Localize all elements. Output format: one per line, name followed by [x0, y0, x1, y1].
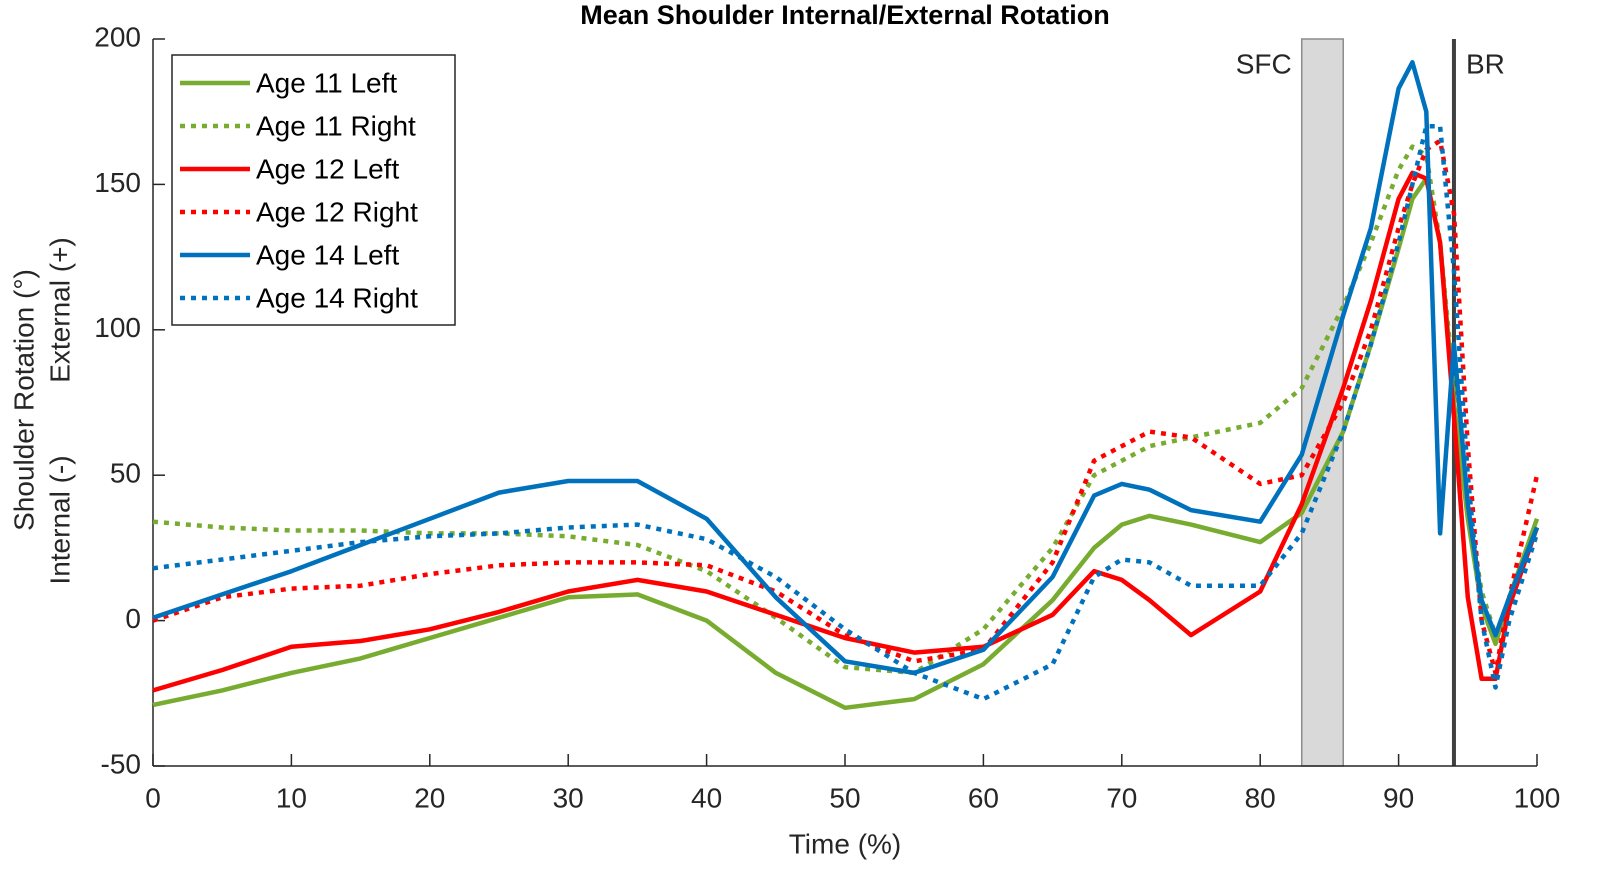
- legend-label: Age 11 Right: [256, 110, 416, 141]
- y-tick-label: 150: [94, 167, 141, 198]
- x-tick-label: 100: [1514, 782, 1561, 813]
- legend-box: [171, 54, 456, 326]
- legend-label: Age 14 Left: [256, 239, 399, 270]
- legend-label: Age 14 Right: [256, 282, 418, 313]
- x-tick-label: 90: [1383, 782, 1414, 813]
- x-tick-label: 40: [691, 782, 722, 813]
- y-tick-label: 50: [110, 458, 141, 489]
- y-axis-label: Shoulder Rotation (°): [8, 269, 39, 531]
- x-tick-label: 30: [553, 782, 584, 813]
- legend-label: Age 12 Right: [256, 196, 418, 227]
- legend-label: Age 11 Left: [256, 67, 397, 98]
- x-tick-label: 10: [276, 782, 307, 813]
- series-line: [152, 60, 1540, 676]
- x-tick-label: 60: [968, 782, 999, 813]
- span-label: SFC: [1236, 48, 1292, 79]
- x-axis-label: Time (%): [789, 828, 902, 859]
- x-tick-label: 20: [414, 782, 445, 813]
- marker-label: BR: [1466, 48, 1505, 79]
- x-tick-label: 50: [829, 782, 860, 813]
- y-axis-sublabel: External (+): [44, 237, 75, 383]
- y-tick-label: 0: [125, 603, 141, 634]
- chart-title: Mean Shoulder Internal/External Rotation: [580, 0, 1110, 30]
- y-tick-label: 100: [94, 312, 141, 343]
- y-axis-sublabel: Internal (-): [44, 455, 75, 584]
- series-line: [152, 138, 1540, 676]
- legend-label: Age 12 Left: [256, 153, 399, 184]
- series-line: [152, 123, 1540, 702]
- x-tick-label: 0: [145, 782, 161, 813]
- y-tick-label: 200: [94, 21, 141, 52]
- x-tick-label: 70: [1106, 782, 1137, 813]
- y-tick-label: -50: [101, 748, 141, 779]
- x-tick-label: 80: [1245, 782, 1276, 813]
